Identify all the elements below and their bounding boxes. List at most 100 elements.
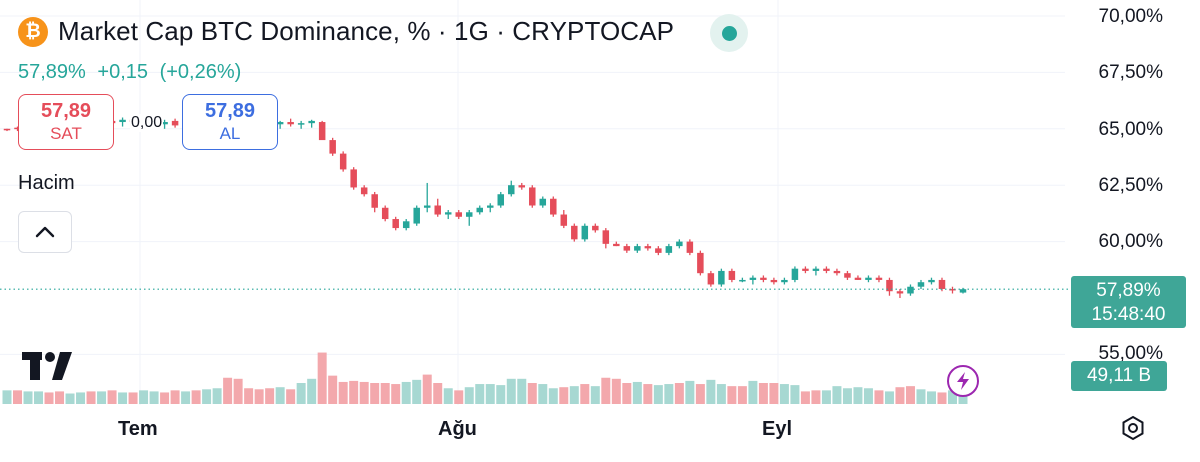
candle-body [812,268,820,271]
sell-button[interactable]: 57,89 SAT [18,94,114,150]
candle-body [949,288,956,291]
volume-bar [527,383,537,404]
volume-bar [307,378,317,404]
volume-bar [454,390,464,404]
volume-bar [464,387,474,404]
volume-bar [338,381,348,404]
candle-body [497,194,505,206]
volume-bar [233,378,243,404]
price-change-line: 57,89% +0,15 (+0,26%) [18,61,247,84]
volume-bar [706,379,716,404]
candle-body [455,212,462,217]
volume-bar [926,391,936,404]
last-price-tag: 57,89% 15:48:40 [1071,276,1186,328]
volume-bar [580,384,590,404]
volume-bar [170,390,180,404]
volume-bar [664,384,674,404]
volume-bar [716,384,726,404]
spread-value: 0,00 [130,114,164,132]
candle-body [875,277,883,280]
collapse-indicators-button[interactable] [18,211,72,253]
volume-bar [748,380,758,404]
volume-bar [475,384,485,404]
candle-body [592,225,599,231]
candle-body [476,207,483,213]
candle-body [938,279,946,289]
volume-bar [958,392,968,404]
candle-body [655,248,662,253]
candle-body [161,122,168,125]
volume-bar [107,390,117,404]
candle-body [833,270,841,274]
price-axis-tick: 70,00% [1098,6,1163,27]
volume-bar [443,388,453,404]
candle-body [770,279,778,283]
volume-indicator-label[interactable]: Hacim [18,172,75,194]
lightning-icon[interactable] [947,365,979,397]
volume-bar [842,388,852,404]
volume-bar [65,393,75,404]
volume-bar [202,389,212,404]
candle-body [896,291,904,294]
tradingview-logo-icon[interactable] [22,352,76,380]
chevron-up-icon [35,226,55,238]
volume-bar [244,388,254,404]
buy-price: 57,89 [204,100,256,122]
volume-bar [412,379,422,404]
candle-body [297,123,305,125]
volume-bar [863,388,873,404]
volume-bar [695,384,705,404]
settings-icon[interactable] [1120,415,1146,441]
volume-bar [2,390,12,404]
volume-bar [905,386,915,404]
change-pct: (+0,26%) [159,61,242,83]
symbol-title[interactable]: Market Cap BTC Dominance, % · 1G · CRYPT… [58,16,675,46]
volume-bar [370,383,380,404]
live-indicator[interactable] [710,14,748,52]
candle-body [844,273,851,278]
volume-value-tag: 49,11 B [1071,361,1167,391]
price-axis-tick: 62,50% [1098,175,1163,196]
candle-body [287,122,294,125]
candle-body [802,268,809,271]
volume-bar [632,381,642,404]
volume-bar [790,385,800,404]
volume-bar [884,391,894,404]
volume-bar [590,386,600,404]
volume-bar [149,391,159,404]
volume-bar [874,390,884,404]
buy-label: AL [219,124,241,143]
price-axis-tick: 65,00% [1098,119,1163,140]
volume-bar [97,391,107,404]
candle-body [434,205,441,215]
volume-bar [916,389,926,404]
volume-bar [674,383,684,404]
candle-body [350,169,357,188]
volume-bar [13,390,23,404]
candle-body [518,185,526,188]
candle-body [508,185,515,195]
candle-body [602,230,610,244]
buy-button[interactable]: 57,89 AL [182,94,278,150]
volume-bar [422,374,432,404]
volume-bar [296,383,306,404]
volume-bar [517,378,527,404]
last-price: 57,89% [18,61,86,83]
price-axis-tick: 67,50% [1098,62,1163,83]
volume-bar [559,387,569,404]
volume-bar [223,377,233,404]
volume-bar [800,391,810,404]
volume-bar [23,391,33,404]
candle-body [917,282,925,287]
volume-bar [275,387,285,404]
candle-body [465,212,473,217]
candle-body [119,119,126,123]
candle-body [318,122,326,141]
candle-body [360,187,368,195]
volume-bar [76,392,86,404]
candle-body [550,198,557,215]
volume-bar [380,383,390,404]
volume-bar [118,392,128,404]
price-axis-tick: 55,00% [1098,343,1163,364]
